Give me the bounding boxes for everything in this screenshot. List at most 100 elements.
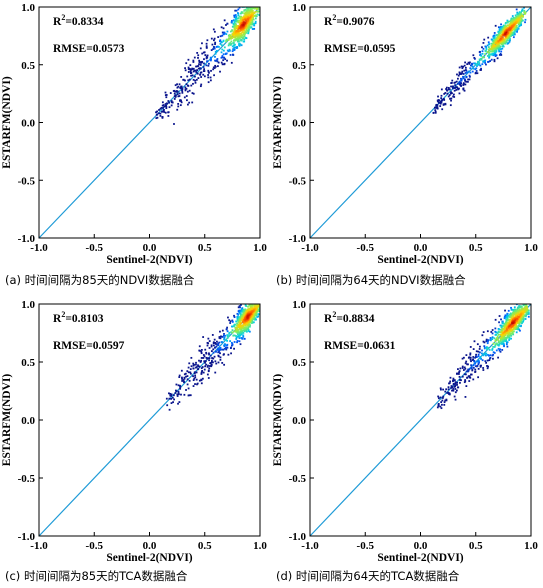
density-point <box>169 394 172 397</box>
density-point <box>509 318 512 321</box>
density-point <box>503 334 506 337</box>
density-point <box>180 369 183 372</box>
density-point <box>510 32 513 35</box>
density-point <box>252 321 255 324</box>
density-point <box>234 22 237 25</box>
density-point <box>500 341 503 344</box>
density-point <box>447 86 450 89</box>
density-point <box>202 357 205 359</box>
density-point <box>201 42 203 45</box>
density-point <box>233 48 236 51</box>
density-point <box>493 45 495 47</box>
density-point <box>439 405 442 408</box>
density-point <box>183 377 186 380</box>
density-point <box>197 368 200 370</box>
density-point <box>185 87 188 90</box>
density-point <box>208 340 211 342</box>
y-tick-label: -1.0 <box>289 531 307 543</box>
density-point <box>490 331 493 333</box>
density-point <box>516 316 519 318</box>
density-point <box>256 7 259 9</box>
density-point <box>236 339 239 342</box>
density-point <box>487 41 490 44</box>
density-point <box>434 111 437 114</box>
density-point <box>212 342 215 345</box>
density-point <box>456 372 458 375</box>
density-point <box>452 383 455 385</box>
density-point <box>165 94 168 96</box>
y-tick-label: -1.0 <box>18 531 36 543</box>
density-point <box>231 325 234 328</box>
density-point <box>210 37 213 40</box>
density-point <box>216 343 219 346</box>
density-point <box>441 403 443 406</box>
density-point <box>219 356 222 359</box>
density-point <box>228 319 231 322</box>
density-point <box>471 63 474 66</box>
density-point <box>506 331 508 334</box>
density-point <box>485 45 487 48</box>
density-point <box>207 71 210 74</box>
density-point <box>513 18 515 21</box>
density-point <box>459 381 461 384</box>
density-point <box>449 380 452 383</box>
density-point <box>223 344 225 347</box>
density-point <box>508 318 511 321</box>
density-point <box>164 94 167 97</box>
rmse-annotation: RMSE=0.0595 <box>324 43 396 55</box>
density-point <box>164 103 167 105</box>
density-point <box>258 0 260 2</box>
density-point <box>199 73 202 76</box>
density-point <box>482 367 485 369</box>
density-point <box>189 68 192 71</box>
density-point <box>487 354 490 357</box>
density-point <box>214 342 217 344</box>
density-point <box>501 47 504 50</box>
density-point <box>237 306 240 309</box>
density-point <box>254 299 256 301</box>
density-point <box>478 361 480 364</box>
density-point <box>211 334 214 336</box>
density-point <box>236 332 239 334</box>
density-point <box>225 348 228 351</box>
density-point <box>244 24 247 27</box>
density-point <box>444 390 447 393</box>
density-point <box>445 399 448 402</box>
density-point <box>508 339 511 341</box>
density-point <box>491 53 494 55</box>
density-point <box>527 315 530 318</box>
density-point <box>498 315 501 317</box>
density-point <box>500 54 503 56</box>
density-point <box>231 19 233 22</box>
density-point <box>173 95 176 97</box>
y-tick-label: 0.0 <box>21 118 35 130</box>
density-point <box>486 330 489 333</box>
density-point <box>181 89 183 91</box>
density-point <box>440 99 443 102</box>
density-point <box>487 61 489 63</box>
density-point <box>458 80 461 83</box>
density-point <box>234 43 236 46</box>
density-point <box>204 360 207 363</box>
density-point <box>203 360 206 363</box>
density-point <box>523 7 525 9</box>
density-point <box>494 53 497 56</box>
density-point <box>485 346 488 349</box>
density-point <box>508 322 511 325</box>
density-point <box>227 44 230 47</box>
density-point <box>197 364 199 367</box>
density-point <box>503 34 506 37</box>
density-point <box>507 31 510 34</box>
density-point <box>202 371 205 374</box>
density-point <box>192 364 195 367</box>
density-point <box>229 36 232 38</box>
density-point <box>452 95 455 98</box>
density-point <box>495 47 498 50</box>
density-point <box>502 28 504 31</box>
density-point <box>451 386 454 388</box>
density-point <box>510 308 513 311</box>
density-point <box>520 324 523 327</box>
density-point <box>520 317 523 320</box>
density-point <box>236 330 239 333</box>
density-point <box>175 390 178 392</box>
